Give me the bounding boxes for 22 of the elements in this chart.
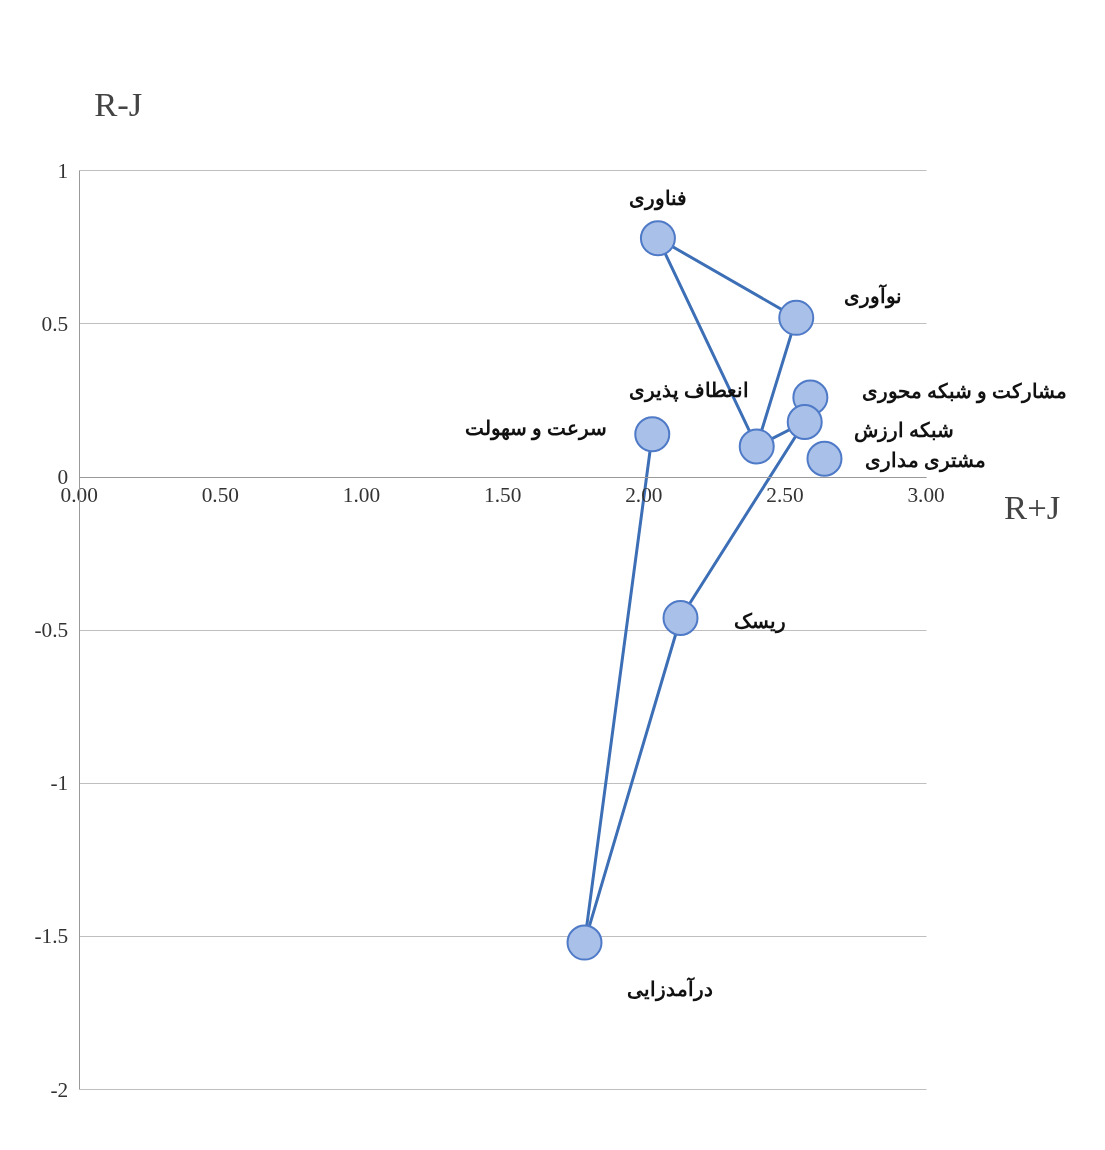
x-axis-title: R+J bbox=[1004, 488, 1061, 527]
annotation: شبکه ارزش bbox=[853, 418, 954, 443]
annotation: نوآوری bbox=[844, 282, 903, 309]
y-tick-label: 0.5 bbox=[41, 311, 69, 336]
x-tick-label: 3.00 bbox=[907, 483, 945, 508]
annotation: مشارکت و شبکه محوری bbox=[861, 380, 1067, 405]
x-tick-label: 1.50 bbox=[483, 483, 522, 508]
y-tick-label: 1 bbox=[57, 158, 69, 183]
x-tick-label: 0.50 bbox=[201, 483, 239, 508]
annotation: درآمدزایی bbox=[626, 975, 713, 1002]
x-tick-label: 2.50 bbox=[766, 483, 804, 508]
annotation: ریسک bbox=[733, 609, 786, 634]
y-tick-label: -0.5 bbox=[34, 618, 69, 643]
y-tick-label: -2 bbox=[50, 1077, 69, 1102]
annotation: مشتری مداری bbox=[864, 448, 986, 473]
x-tick-label: 1.00 bbox=[342, 483, 381, 508]
y-tick-label: -1 bbox=[50, 771, 69, 796]
annotation: فناوری bbox=[628, 187, 687, 212]
x-tick-label: 0.00 bbox=[60, 483, 98, 508]
annotation: سرعت و سهولت bbox=[465, 417, 608, 442]
y-axis-title: R-J bbox=[94, 84, 143, 123]
y-tick-label: -1.5 bbox=[34, 924, 69, 949]
